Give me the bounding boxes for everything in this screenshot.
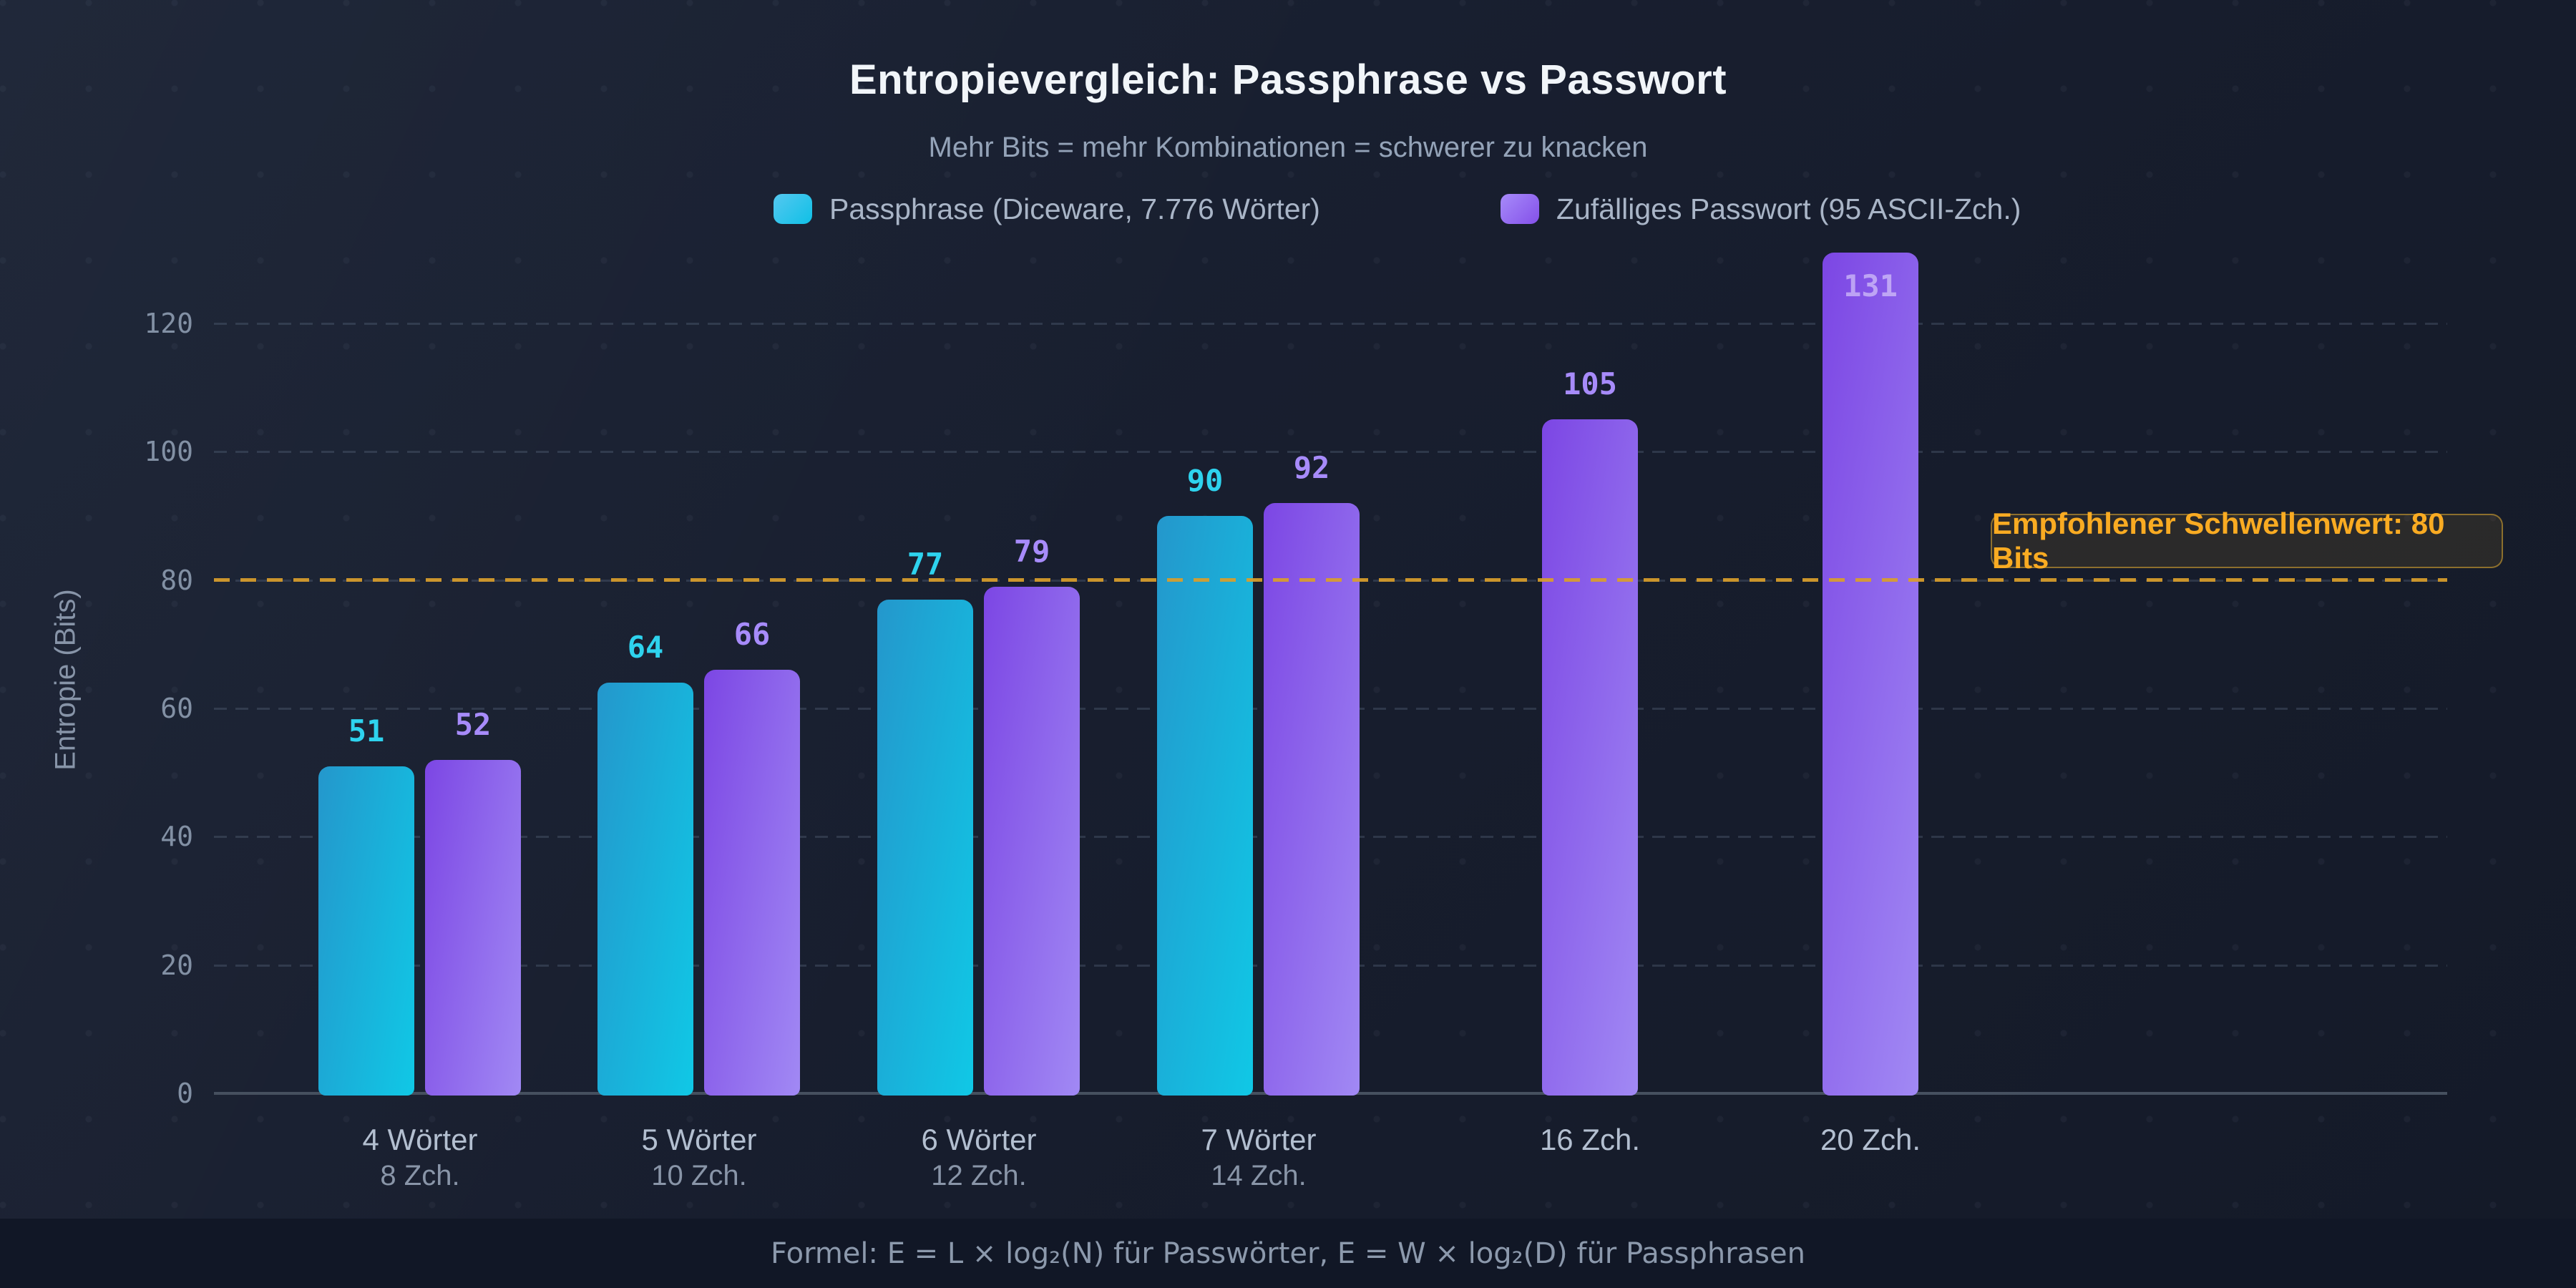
bar-value-90: 90 — [1186, 462, 1224, 498]
bar-password-2 — [704, 670, 800, 1096]
gridline-120 — [214, 322, 2447, 325]
bar-value-105: 105 — [1563, 366, 1617, 402]
x-category-line1: 6 Wörter — [921, 1123, 1037, 1156]
y-tick-20: 20 — [160, 949, 193, 981]
x-category-5: 16 Zch. — [1440, 1122, 1740, 1158]
chart-subtitle: Mehr Bits = mehr Kombinationen = schwere… — [928, 132, 1648, 163]
bar-password-6 — [1823, 253, 1918, 1096]
legend-item-passphrase[interactable]: Passphrase (Diceware, 7.776 Wörter) — [774, 192, 1320, 226]
footer-formula-bar: Formel: E = L × log₂(N) für Passwörter, … — [0, 1219, 2576, 1288]
y-tick-60: 60 — [160, 692, 193, 724]
bar-password-4 — [1264, 503, 1360, 1096]
bar-value-92: 92 — [1293, 450, 1330, 486]
bar-value-79: 79 — [1013, 533, 1050, 569]
y-tick-0: 0 — [177, 1078, 193, 1109]
bar-password-1 — [425, 759, 521, 1096]
threshold-line — [214, 578, 2447, 582]
x-category-line1: 5 Wörter — [641, 1123, 757, 1156]
x-category-line2: 8 Zch. — [380, 1160, 460, 1191]
x-category-line1: 16 Zch. — [1539, 1123, 1641, 1156]
x-category-2: 5 Wörter 10 Zch. — [549, 1122, 849, 1194]
legend-label-passphrase: Passphrase (Diceware, 7.776 Wörter) — [829, 192, 1320, 225]
bar-value-52: 52 — [454, 706, 492, 742]
y-tick-80: 80 — [160, 564, 193, 596]
x-category-line2: 10 Zch. — [651, 1160, 747, 1191]
bar-passphrase-3 — [877, 599, 973, 1096]
bar-password-5 — [1542, 419, 1638, 1096]
x-category-4: 7 Wörter 14 Zch. — [1108, 1122, 1409, 1194]
y-tick-100: 100 — [144, 436, 193, 468]
bar-passphrase-2 — [597, 683, 693, 1096]
bar-password-3 — [984, 586, 1080, 1096]
bar-value-51: 51 — [348, 713, 385, 748]
y-tick-40: 40 — [160, 821, 193, 853]
x-category-line1: 4 Wörter — [362, 1123, 478, 1156]
passphrase-swatch-icon — [774, 194, 812, 224]
legend-item-password[interactable]: Zufälliges Passwort (95 ASCII-Zch.) — [1501, 192, 2021, 226]
bar-passphrase-4 — [1157, 515, 1253, 1096]
x-category-line2: 14 Zch. — [1211, 1160, 1307, 1191]
x-category-1: 4 Wörter 8 Zch. — [270, 1122, 570, 1194]
password-swatch-icon — [1501, 194, 1539, 224]
legend-label-password: Zufälliges Passwort (95 ASCII-Zch.) — [1556, 192, 2021, 225]
x-category-line1: 7 Wörter — [1201, 1123, 1317, 1156]
bar-passphrase-1 — [318, 766, 414, 1096]
footer-formula-text: Formel: E = L × log₂(N) für Passwörter, … — [771, 1236, 1805, 1270]
bar-value-77: 77 — [907, 546, 944, 582]
x-category-line1: 20 Zch. — [1820, 1123, 1921, 1156]
x-category-line2: 12 Zch. — [931, 1160, 1027, 1191]
bar-value-131: 131 — [1843, 268, 1898, 304]
y-tick-120: 120 — [144, 307, 193, 339]
gridline-100 — [214, 451, 2447, 454]
threshold-label: Empfohlener Schwellenwert: 80 Bits — [1991, 507, 2503, 575]
x-category-6: 20 Zch. — [1720, 1122, 2021, 1158]
bar-value-64: 64 — [627, 630, 664, 665]
x-category-3: 6 Wörter 12 Zch. — [829, 1122, 1129, 1194]
chart-title: Entropievergleich: Passphrase vs Passwor… — [849, 57, 1727, 103]
y-axis-title: Entropie (Bits) — [49, 589, 82, 771]
bar-value-66: 66 — [733, 617, 771, 653]
